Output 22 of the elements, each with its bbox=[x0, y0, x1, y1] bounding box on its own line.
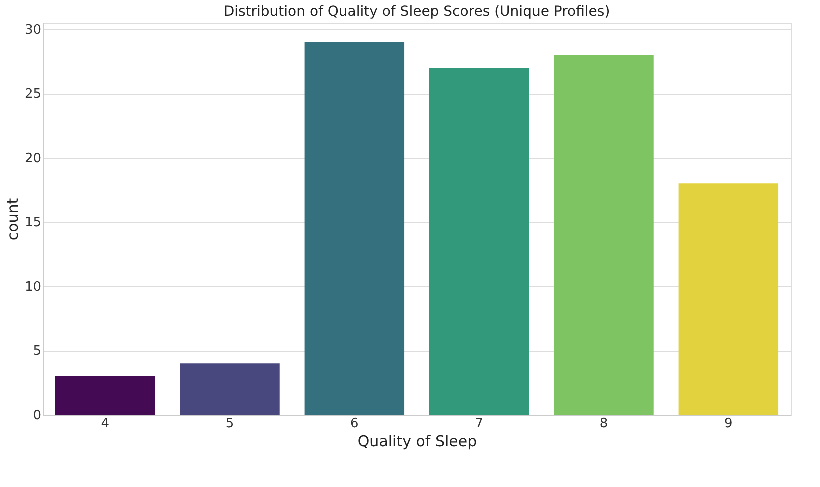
y-tick-label: 25 bbox=[24, 87, 42, 102]
chart-title: Distribution of Quality of Sleep Scores (Unique Profiles) bbox=[224, 4, 610, 20]
x-tick-label: 5 bbox=[226, 416, 234, 432]
bar bbox=[304, 42, 405, 415]
y-tick-label: 15 bbox=[24, 216, 42, 231]
y-tick-label: 30 bbox=[24, 22, 42, 38]
bar bbox=[55, 376, 156, 415]
bar bbox=[678, 184, 779, 415]
x-tick-label: 6 bbox=[350, 416, 359, 432]
bar bbox=[429, 68, 530, 415]
y-tick-label: 5 bbox=[33, 344, 42, 360]
x-tick-label: 7 bbox=[475, 416, 484, 432]
y-axis-title: count bbox=[4, 198, 22, 241]
x-tick-label: 4 bbox=[101, 416, 110, 432]
x-tick-label: 8 bbox=[600, 416, 608, 432]
y-tick-label: 20 bbox=[24, 151, 42, 166]
bar bbox=[180, 364, 280, 415]
y-tick-label: 10 bbox=[24, 280, 42, 295]
x-axis-title: Quality of Sleep bbox=[358, 432, 478, 450]
y-tick-label: 0 bbox=[33, 408, 42, 424]
x-tick-label: 9 bbox=[724, 416, 733, 432]
bar bbox=[554, 55, 654, 415]
